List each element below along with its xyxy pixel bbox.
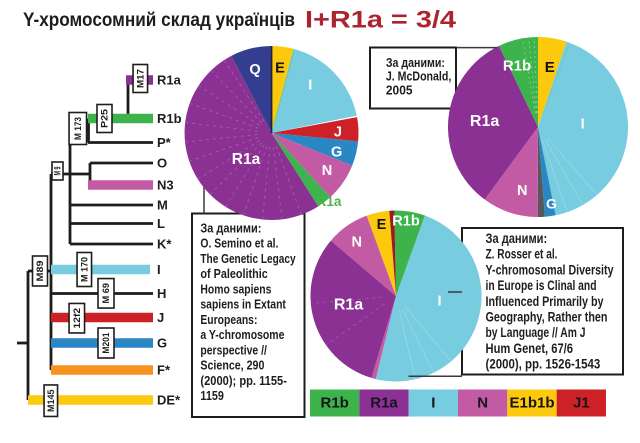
svg-text:G: G	[157, 336, 167, 351]
svg-text:O: O	[157, 156, 167, 171]
svg-text:DE*: DE*	[157, 393, 181, 408]
svg-text:J1: J1	[573, 395, 590, 412]
svg-text:R1a: R1a	[157, 73, 182, 88]
svg-text:I: I	[437, 294, 441, 310]
svg-text:K*: K*	[157, 237, 172, 252]
svg-text:M89: M89	[35, 261, 45, 282]
svg-text:N: N	[322, 163, 332, 179]
svg-text:12f2: 12f2	[72, 308, 82, 329]
svg-text:Europeans:: Europeans:	[200, 312, 257, 327]
svg-text:I+R1a = 3/4: I+R1a = 3/4	[305, 6, 457, 33]
svg-text:R1a: R1a	[370, 395, 398, 412]
svg-text:in Europe is Clinal and: in Europe is Clinal and	[486, 278, 597, 293]
svg-text:Q: Q	[249, 62, 260, 78]
svg-text:P25: P25	[100, 109, 110, 128]
svg-text:E: E	[377, 217, 387, 233]
svg-text:H: H	[157, 286, 166, 301]
svg-text:E1b1b: E1b1b	[509, 395, 554, 412]
svg-text:Y-chromosomal Diversity: Y-chromosomal Diversity	[486, 262, 614, 277]
svg-text:2005: 2005	[386, 82, 413, 97]
svg-text:Homo sapiens: Homo sapiens	[200, 281, 271, 296]
svg-text:Z. Rosser et al.: Z. Rosser et al.	[486, 247, 558, 262]
svg-text:(2000), pp. 1526-1543: (2000), pp. 1526-1543	[486, 357, 601, 372]
svg-text:За даними:: За даними:	[386, 55, 445, 70]
svg-text:G: G	[331, 145, 342, 161]
svg-text:M 69: M 69	[101, 283, 111, 304]
svg-text:R1a: R1a	[334, 297, 363, 314]
svg-text:N: N	[351, 235, 361, 251]
svg-text:R1b: R1b	[503, 58, 531, 75]
svg-text:За даними:: За даними:	[486, 231, 548, 246]
svg-text:I: I	[308, 78, 312, 94]
svg-text:R1a: R1a	[470, 113, 499, 130]
svg-text:E: E	[275, 61, 285, 77]
svg-text:1159: 1159	[200, 388, 224, 403]
svg-text:L: L	[157, 216, 165, 231]
svg-text:E: E	[545, 59, 555, 76]
svg-text:(2000); pp. 1155-: (2000); pp. 1155-	[200, 373, 287, 388]
svg-text:G: G	[546, 196, 557, 212]
svg-text:R1b: R1b	[392, 214, 420, 230]
svg-text:The Genetic Legacy: The Genetic Legacy	[200, 251, 296, 266]
svg-text:P*: P*	[157, 135, 172, 150]
svg-text:N: N	[477, 395, 488, 412]
svg-text:R1b: R1b	[320, 395, 348, 412]
svg-text:M 173: M 173	[73, 117, 83, 140]
svg-text:I: I	[431, 395, 435, 412]
svg-text:sapiens in Extant: sapiens in Extant	[200, 297, 286, 312]
svg-text:J. McDonald,: J. McDonald,	[386, 69, 451, 84]
svg-text:Influenced Primarily by: Influenced Primarily by	[486, 294, 604, 309]
svg-text:M: M	[157, 198, 168, 213]
svg-text:perspective //: perspective //	[200, 342, 267, 357]
svg-text:I: I	[581, 117, 585, 133]
svg-text:by Language // Am J: by Language // Am J	[486, 325, 586, 340]
svg-text:N3: N3	[157, 178, 174, 193]
svg-text:J: J	[334, 125, 342, 141]
svg-text:I: I	[157, 262, 161, 277]
svg-text:M 9: M 9	[53, 167, 63, 176]
svg-text:M201: M201	[101, 333, 111, 354]
svg-text:Y-хромосомний склад українців: Y-хромосомний склад українців	[23, 10, 295, 31]
svg-text:Hum Genet, 67/6: Hum Genet, 67/6	[486, 341, 574, 356]
svg-text:a Y-chromosome: a Y-chromosome	[200, 327, 284, 342]
svg-text:Science, 290: Science, 290	[200, 358, 264, 373]
svg-text:of Paleolithic: of Paleolithic	[200, 266, 267, 281]
svg-text:O. Semino et al.: O. Semino et al.	[200, 236, 278, 251]
svg-text:R1a: R1a	[232, 151, 261, 168]
svg-text:M 170: M 170	[79, 257, 89, 282]
svg-text:R1b: R1b	[157, 111, 182, 126]
svg-text:N: N	[517, 183, 527, 199]
svg-text:R1a: R1a	[317, 194, 342, 209]
svg-text:M17: M17	[135, 69, 145, 88]
svg-text:M145: M145	[46, 389, 56, 412]
svg-text:За даними:: За даними:	[200, 220, 261, 235]
svg-text:Geography, Rather then: Geography, Rather then	[486, 310, 608, 325]
svg-text:J: J	[157, 310, 164, 325]
svg-text:F*: F*	[157, 363, 171, 378]
